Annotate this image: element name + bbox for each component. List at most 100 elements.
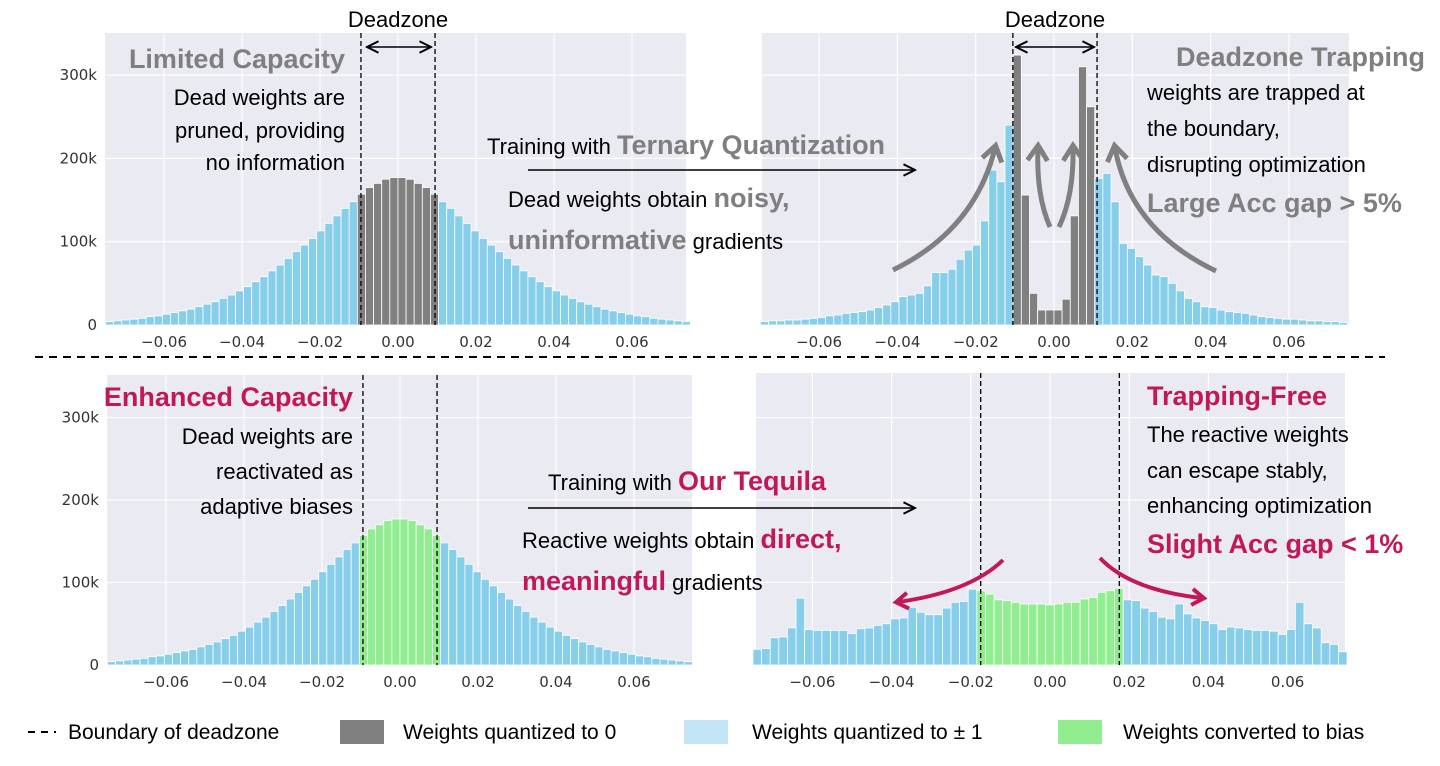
histogram-bar [285, 598, 295, 666]
y-tick-label: 100k [62, 574, 100, 592]
histogram-bar [365, 187, 374, 326]
legend-label-pm1: Weights quantized to ± 1 [752, 721, 983, 744]
histogram-bar [405, 178, 415, 326]
histogram-bar [821, 629, 831, 666]
histogram-bar [586, 643, 596, 666]
y-tick-label: 200k [60, 149, 98, 167]
enhanced-capacity-title: Enhanced Capacity [104, 382, 353, 412]
histogram-bar [220, 638, 230, 666]
y-tick-label: 300k [62, 409, 100, 427]
histogram-bar [415, 524, 425, 666]
histogram-bar [326, 563, 336, 666]
x-tick-label: 0.04 [537, 333, 570, 351]
trapping-arrow-icon [1105, 141, 1218, 274]
histogram-bar [941, 607, 952, 666]
histogram-bar [1029, 292, 1039, 326]
histogram-bar [1216, 309, 1226, 326]
histogram-bar [543, 286, 553, 326]
x-tick-label: −0.02 [299, 673, 345, 691]
histogram-bar [389, 177, 399, 326]
x-tick-label: 0.00 [1033, 673, 1066, 691]
histogram-bar [131, 658, 141, 666]
x-tick-label: 0.00 [1037, 333, 1070, 351]
histogram-bar [768, 320, 778, 326]
histogram-bar [202, 303, 212, 326]
histogram-bar [373, 182, 383, 326]
histogram-bar [537, 621, 547, 666]
histogram-bar [495, 251, 504, 326]
histogram-bar [170, 312, 180, 326]
histogram-bar [472, 571, 482, 666]
large-acc-gap-label: Large Acc gap > 5% [1147, 188, 1402, 218]
histogram-bar [1208, 623, 1219, 666]
histogram-bar [931, 272, 941, 326]
histogram-bar [1010, 601, 1021, 666]
histogram-bar [334, 556, 344, 666]
histogram-bar [1148, 610, 1159, 666]
histogram-bar [627, 653, 636, 666]
histogram-bar [570, 638, 580, 666]
trapping-arrow-icon [1056, 140, 1086, 229]
histogram-bar [113, 320, 123, 326]
histogram-bar [1192, 301, 1202, 326]
histogram-bar [123, 659, 133, 666]
histogram-bar [407, 520, 417, 666]
histogram-bar [115, 660, 125, 666]
x-tick-label: −0.02 [948, 673, 994, 691]
x-tick-label: 0.06 [1272, 333, 1305, 351]
histogram-bar [933, 614, 943, 666]
histogram-bar [147, 656, 157, 666]
histogram-bar [963, 249, 973, 326]
histogram-bar [348, 201, 358, 326]
legend-label-boundary: Boundary of deadzone [68, 721, 279, 744]
histogram-panels: −0.06 −0.04 −0.02 0.00 0.02 0.04 0.06 0 100k 200k… [60, 33, 1349, 691]
histogram-bar [480, 578, 490, 666]
histogram-bar [759, 321, 769, 326]
histogram-bar [293, 592, 303, 666]
histogram-bar [226, 294, 236, 326]
histogram-bar [592, 306, 602, 326]
histogram-bar [980, 220, 990, 326]
histogram-bar [253, 621, 263, 666]
histogram-bar [155, 655, 165, 666]
histogram-bar [923, 285, 933, 326]
histogram-bar [808, 317, 818, 326]
x-tick-label: −0.06 [143, 673, 189, 691]
histogram-bar [1157, 616, 1167, 666]
x-tick-label: 0.02 [1116, 333, 1149, 351]
x-tick-label: −0.04 [219, 333, 265, 351]
histogram-bar [421, 187, 431, 326]
histogram-bar [1105, 590, 1115, 666]
histogram-bar [950, 601, 961, 666]
histogram-bar [1159, 276, 1169, 326]
histogram-bar [600, 308, 610, 326]
x-tick-label: 0.04 [1194, 333, 1227, 351]
histogram-bar [641, 316, 651, 326]
histogram-bar [985, 593, 995, 666]
histogram-bar [1232, 312, 1242, 326]
histogram-bar [817, 317, 827, 326]
histogram-bar [1020, 194, 1030, 326]
histogram-bar [196, 646, 206, 666]
histogram-bar [497, 592, 506, 666]
histogram-bar [391, 518, 401, 666]
histogram-bar [608, 310, 618, 326]
histogram-bar [186, 308, 196, 326]
histogram-bar [881, 623, 892, 666]
histogram-bar [560, 294, 569, 326]
histogram-bar [847, 633, 857, 666]
legend-gray-swatch [340, 720, 384, 744]
histogram-bar [906, 294, 916, 326]
histogram-bar [318, 571, 328, 666]
histogram-bar [1165, 618, 1176, 666]
histogram-bar [1269, 630, 1279, 666]
histogram-bar [1071, 601, 1081, 666]
histogram-bar [1298, 319, 1308, 326]
histogram-bar [643, 656, 653, 666]
histogram-bar [610, 650, 620, 666]
histogram-bar [553, 630, 563, 666]
histogram-bar [812, 629, 823, 666]
x-tick-label: 0.02 [459, 333, 492, 351]
histogram-bar [310, 578, 320, 666]
